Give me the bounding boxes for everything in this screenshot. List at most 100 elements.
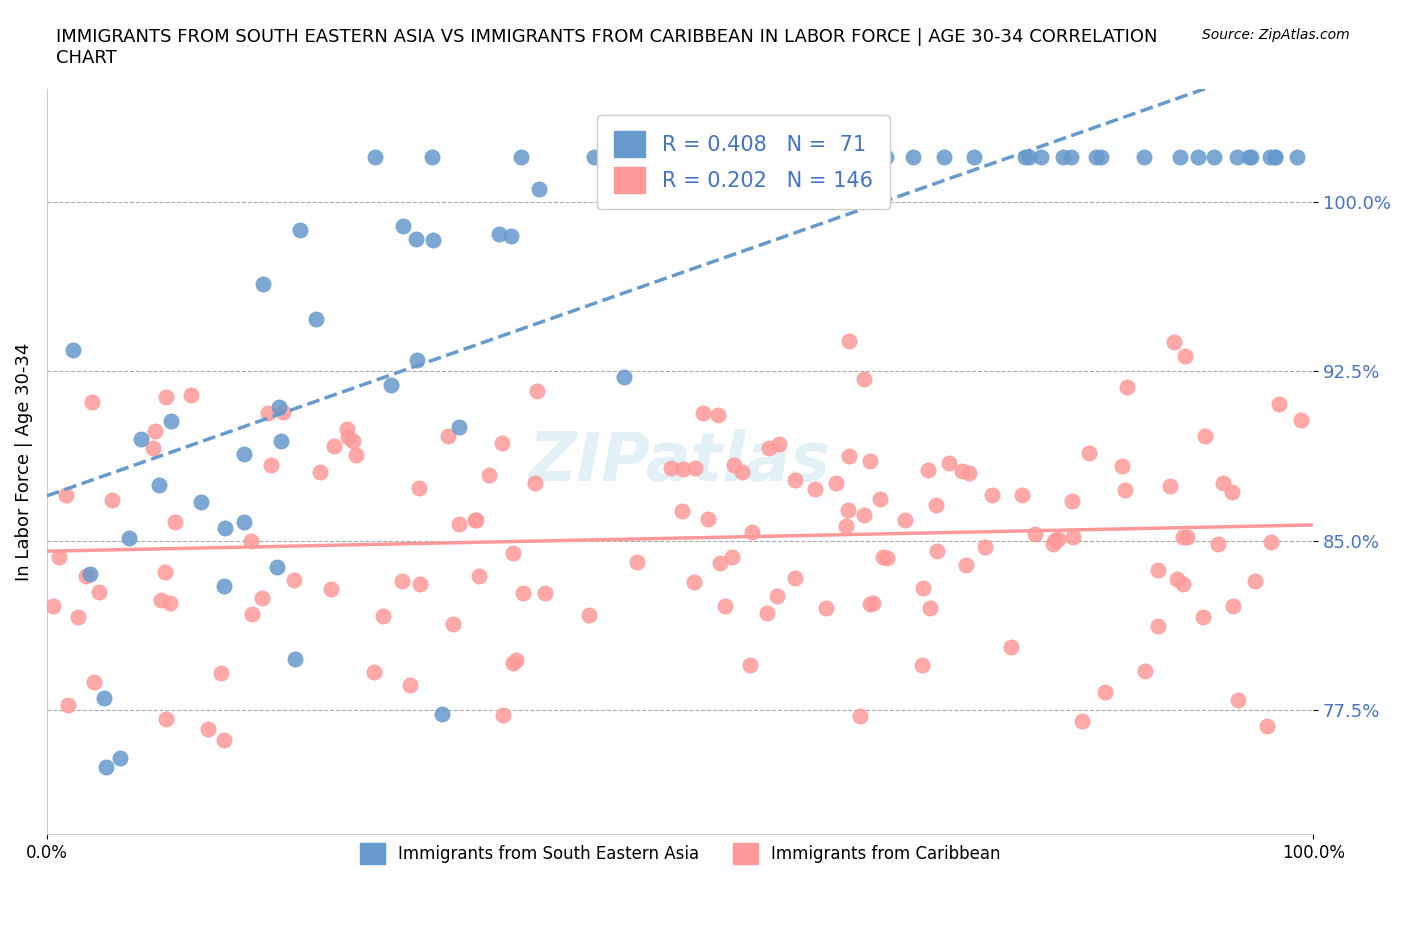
Point — [1174, 349, 1197, 364]
Point — [1264, 150, 1286, 165]
Point — [155, 711, 177, 726]
Y-axis label: In Labor Force | Age 30-34: In Labor Force | Age 30-34 — [15, 342, 32, 581]
Point — [794, 150, 817, 165]
Point — [1060, 494, 1083, 509]
Point — [714, 599, 737, 614]
Point — [785, 570, 807, 585]
Point — [1043, 533, 1066, 548]
Point — [786, 150, 808, 165]
Point — [1187, 150, 1209, 165]
Point — [1166, 571, 1188, 586]
Point — [1014, 150, 1036, 165]
Point — [1094, 684, 1116, 699]
Point — [613, 370, 636, 385]
Point — [797, 150, 820, 165]
Point — [66, 609, 89, 624]
Point — [1204, 150, 1226, 165]
Point — [464, 512, 486, 527]
Point — [662, 150, 685, 165]
Point — [741, 525, 763, 540]
Point — [502, 656, 524, 671]
Point — [925, 544, 948, 559]
Point — [723, 457, 745, 472]
Point — [398, 678, 420, 693]
Point — [510, 150, 533, 165]
Point — [512, 585, 534, 600]
Point — [391, 219, 413, 233]
Point — [1256, 719, 1278, 734]
Point — [1175, 530, 1198, 545]
Point — [240, 606, 263, 621]
Point — [810, 150, 832, 165]
Point — [1046, 531, 1069, 546]
Point — [917, 463, 939, 478]
Point — [582, 150, 605, 165]
Point — [430, 706, 453, 721]
Point — [626, 555, 648, 570]
Point — [814, 601, 837, 616]
Point — [305, 312, 328, 326]
Point — [683, 575, 706, 590]
Point — [1159, 478, 1181, 493]
Point — [1285, 150, 1308, 165]
Point — [270, 433, 292, 448]
Text: ZIPatlas: ZIPatlas — [529, 429, 831, 495]
Point — [709, 555, 731, 570]
Point — [148, 477, 170, 492]
Point — [672, 462, 695, 477]
Point — [87, 584, 110, 599]
Point — [266, 559, 288, 574]
Point — [256, 405, 278, 420]
Point — [1168, 150, 1191, 165]
Point — [239, 534, 262, 549]
Point — [155, 389, 177, 404]
Legend: Immigrants from South Eastern Asia, Immigrants from Caribbean: Immigrants from South Eastern Asia, Immi… — [353, 837, 1007, 870]
Point — [271, 405, 294, 419]
Point — [700, 150, 723, 165]
Point — [159, 596, 181, 611]
Point — [894, 512, 917, 527]
Point — [1260, 535, 1282, 550]
Point — [685, 460, 707, 475]
Text: Source: ZipAtlas.com: Source: ZipAtlas.com — [1202, 28, 1350, 42]
Point — [869, 492, 891, 507]
Point — [578, 607, 600, 622]
Point — [950, 464, 973, 479]
Point — [938, 456, 960, 471]
Point — [738, 658, 761, 672]
Point — [437, 429, 460, 444]
Point — [1258, 150, 1281, 165]
Point — [283, 572, 305, 587]
Point — [1244, 574, 1267, 589]
Point — [1059, 150, 1081, 165]
Point — [505, 653, 527, 668]
Point — [284, 651, 307, 666]
Point — [118, 531, 141, 546]
Point — [409, 577, 432, 591]
Point — [408, 481, 430, 496]
Point — [344, 447, 367, 462]
Point — [499, 229, 522, 244]
Point — [1222, 599, 1244, 614]
Point — [955, 557, 977, 572]
Point — [1111, 458, 1133, 473]
Point — [1077, 445, 1099, 460]
Point — [491, 435, 513, 450]
Point — [858, 596, 880, 611]
Point — [447, 516, 470, 531]
Point — [932, 150, 955, 165]
Point — [963, 150, 986, 165]
Point — [1018, 150, 1040, 165]
Point — [478, 468, 501, 483]
Point — [214, 521, 236, 536]
Point — [706, 407, 728, 422]
Point — [838, 448, 860, 463]
Point — [405, 232, 427, 246]
Point — [391, 573, 413, 588]
Point — [526, 384, 548, 399]
Point — [322, 439, 344, 454]
Point — [492, 708, 515, 723]
Point — [1116, 379, 1139, 394]
Point — [755, 605, 778, 620]
Point — [319, 582, 342, 597]
